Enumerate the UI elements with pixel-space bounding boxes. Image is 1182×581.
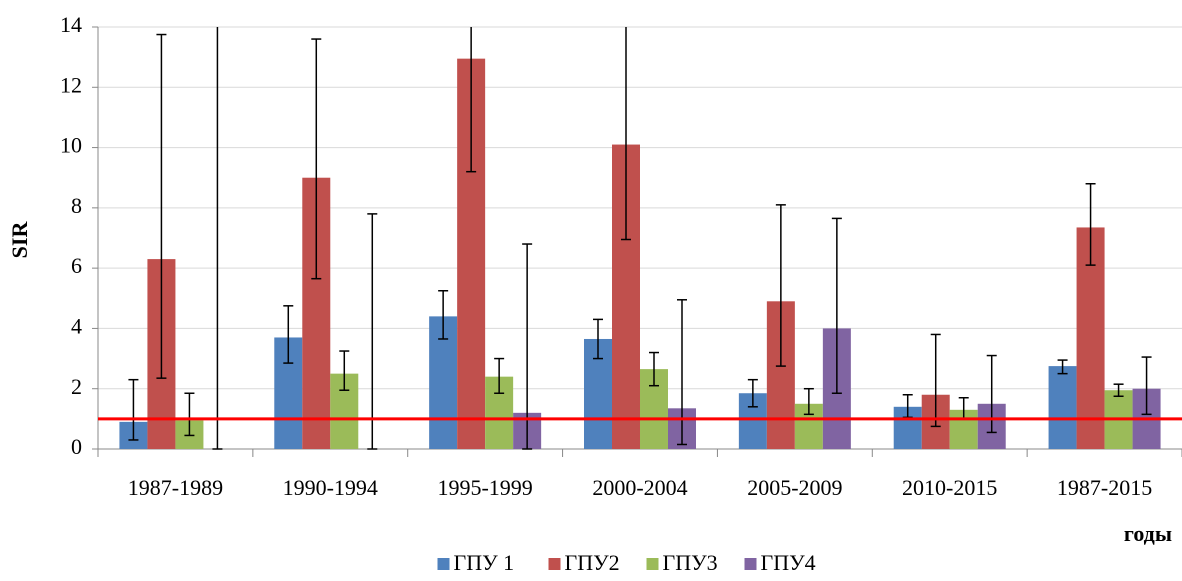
y-axis-title: SIR: [7, 221, 32, 259]
legend-label: ГПУ 1: [454, 550, 515, 575]
x-tick-label: 2010-2015: [902, 475, 997, 500]
x-tick-label: 2005-2009: [747, 475, 842, 500]
y-tick-label: 8: [71, 193, 82, 218]
x-tick-label: 2000-2004: [592, 475, 687, 500]
y-tick-label: 6: [71, 253, 82, 278]
y-tick-label: 2: [71, 374, 82, 399]
x-tick-label: 1987-1989: [128, 475, 223, 500]
error-bars: [128, 27, 1152, 450]
y-tick-label: 12: [60, 72, 82, 97]
y-tick-label: 0: [71, 434, 82, 459]
legend-swatch: [548, 558, 561, 570]
y-tick-label: 4: [71, 313, 82, 338]
y-tick-label: 10: [60, 133, 82, 158]
legend-label: ГПУ3: [663, 550, 718, 575]
legend-label: ГПУ4: [761, 550, 816, 575]
y-tick-label: 14: [60, 12, 82, 37]
x-tick-label: 1987-2015: [1057, 475, 1152, 500]
bar: [1048, 366, 1077, 449]
legend-swatch: [744, 558, 757, 570]
legend-swatch: [437, 558, 450, 570]
legend-label: ГПУ2: [565, 550, 620, 575]
x-axis-title: годы: [1124, 521, 1172, 546]
x-tick-label: 1995-1999: [437, 475, 532, 500]
legend-swatch: [646, 558, 659, 570]
x-tick-label: 1990-1994: [283, 475, 378, 500]
